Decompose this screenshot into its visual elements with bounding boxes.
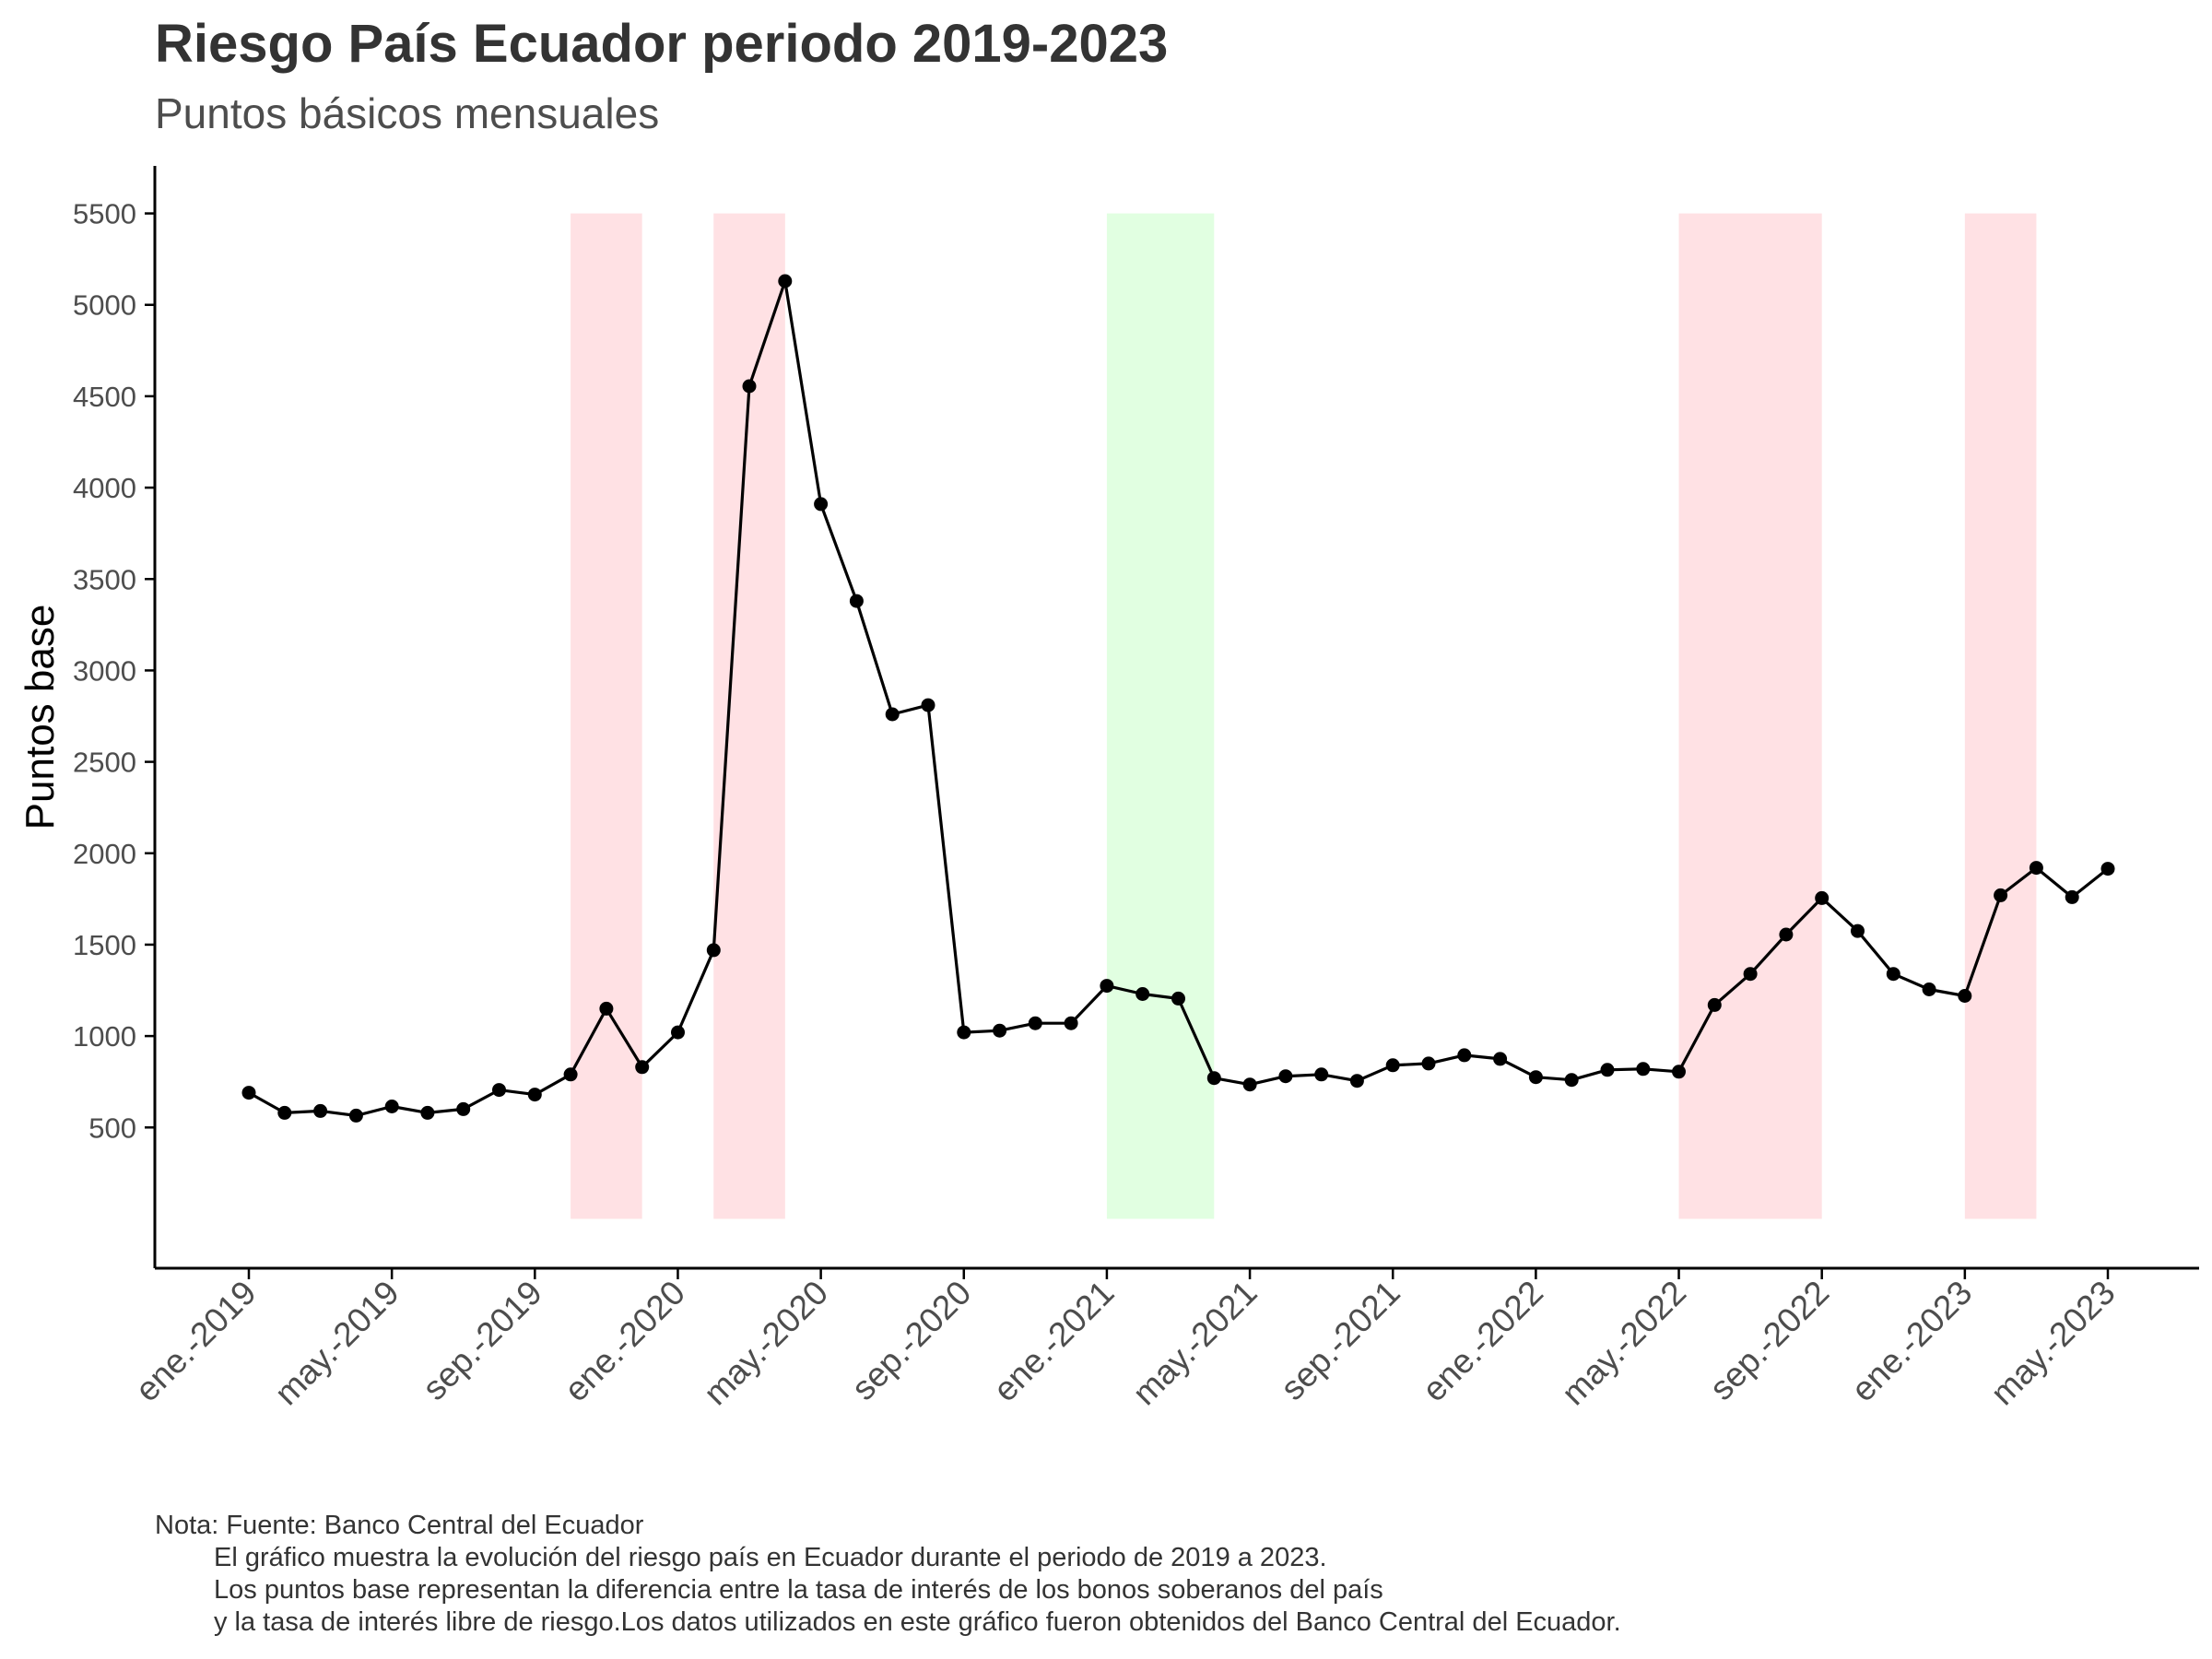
data-point	[1958, 989, 1972, 1003]
data-point	[814, 497, 829, 512]
x-tick-label: ene.-2019	[128, 1274, 264, 1409]
data-point	[1457, 1048, 1472, 1063]
data-point	[1135, 987, 1150, 1001]
data-point	[2029, 861, 2043, 876]
shaded-region-red	[713, 213, 785, 1219]
y-tick-label: 4500	[73, 381, 136, 413]
x-tick-label: sep.-2019	[416, 1274, 549, 1407]
shaded-region-red	[571, 213, 642, 1219]
data-point	[1528, 1070, 1543, 1085]
caption-line-2: El gráfico muestra la evolución del ries…	[214, 1543, 1327, 1572]
y-tick-label: 500	[88, 1112, 136, 1144]
data-point	[1493, 1052, 1508, 1066]
data-point	[1385, 1058, 1400, 1073]
data-point	[456, 1101, 471, 1116]
y-tick-label: 3500	[73, 563, 136, 595]
data-point	[1779, 927, 1794, 942]
data-point	[241, 1086, 256, 1100]
y-tick-label: 1000	[73, 1020, 136, 1053]
x-tick-label: ene.-2022	[1415, 1274, 1550, 1409]
y-tick-label: 4000	[73, 472, 136, 504]
data-point	[1886, 967, 1900, 982]
data-point	[671, 1025, 685, 1040]
data-point	[2100, 862, 2115, 877]
x-tick-label: ene.-2023	[1844, 1274, 1980, 1409]
y-tick-label: 2000	[73, 838, 136, 870]
data-point	[2065, 889, 2079, 904]
y-tick-label: 1500	[73, 929, 136, 961]
data-point	[1028, 1016, 1042, 1030]
data-point	[993, 1023, 1007, 1038]
shaded-region-red	[1678, 213, 1822, 1219]
data-point	[1064, 1016, 1078, 1030]
data-point	[849, 594, 864, 608]
x-tick-label: sep.-2020	[844, 1274, 978, 1407]
data-point	[1636, 1062, 1651, 1077]
data-point	[635, 1060, 650, 1075]
data-point	[1564, 1073, 1579, 1088]
caption-line-1: Nota: Fuente: Banco Central del Ecuador	[155, 1511, 644, 1540]
x-tick-label: ene.-2020	[557, 1274, 692, 1409]
x-ticks: ene.-2019 may.-2019 sep.-2019 ene.-2020 may.…	[128, 1268, 2123, 1412]
data-point	[1707, 997, 1722, 1012]
data-point	[492, 1083, 506, 1098]
x-tick-label: ene.-2021	[986, 1274, 1122, 1409]
data-points	[241, 274, 2115, 1123]
caption-line-3: Los puntos base representan la diferenci…	[214, 1575, 1383, 1605]
data-point	[277, 1105, 292, 1120]
caption: Nota: Fuente: Banco Central del Ecuador …	[155, 1510, 1621, 1639]
data-point	[563, 1067, 578, 1082]
data-point	[599, 1001, 614, 1016]
data-point	[1815, 890, 1830, 905]
chart-subtitle: Puntos básicos mensuales	[155, 89, 660, 137]
chart-title: Riesgo País Ecuador periodo 2019-2023	[155, 14, 1169, 74]
data-point	[1206, 1071, 1221, 1086]
x-tick-label: may.-2022	[1555, 1274, 1694, 1413]
x-tick-label: may.-2020	[697, 1274, 836, 1413]
x-tick-label: sep.-2021	[1274, 1274, 1407, 1407]
data-point	[957, 1025, 971, 1040]
x-tick-label: may.-2019	[267, 1274, 406, 1413]
data-point	[742, 379, 757, 394]
data-point	[1314, 1067, 1329, 1082]
data-point	[348, 1108, 363, 1123]
caption-line-4: y la tasa de interés libre de riesgo.Los…	[214, 1607, 1621, 1637]
axes	[153, 166, 2199, 1270]
data-point	[1242, 1077, 1257, 1092]
x-tick-label: may.-2023	[1983, 1274, 2123, 1413]
y-axis-label: Puntos base	[18, 605, 63, 830]
data-point	[1421, 1056, 1436, 1071]
data-point	[1278, 1069, 1293, 1084]
data-point	[885, 707, 900, 722]
data-point	[921, 698, 935, 712]
data-point	[706, 943, 721, 958]
y-tick-label: 2500	[73, 747, 136, 779]
data-point	[778, 274, 793, 288]
y-ticks: 500 1000 1500 2000 2500 3000 3500 4000 4500 5000 5…	[73, 198, 155, 1144]
y-tick-label: 3000	[73, 654, 136, 687]
x-tick-label: may.-2021	[1125, 1274, 1265, 1413]
data-point	[1922, 982, 1936, 996]
data-point	[1851, 924, 1865, 938]
data-point	[384, 1100, 399, 1113]
data-point	[1100, 979, 1114, 994]
shaded-region-green	[1106, 213, 1215, 1219]
data-point	[1994, 888, 2008, 902]
data-point	[1672, 1065, 1686, 1079]
shaded-region-red	[1964, 213, 2037, 1219]
x-tick-label: sep.-2022	[1702, 1274, 1836, 1407]
data-point	[527, 1088, 542, 1102]
data-point	[1171, 991, 1185, 1006]
data-point	[1349, 1074, 1364, 1088]
data-point	[1600, 1063, 1615, 1077]
data-point	[420, 1105, 435, 1120]
shaded-regions	[571, 213, 2037, 1219]
data-point	[1743, 967, 1758, 982]
data-point	[313, 1103, 328, 1118]
y-tick-label: 5000	[73, 289, 136, 322]
y-tick-label: 5500	[73, 198, 136, 230]
